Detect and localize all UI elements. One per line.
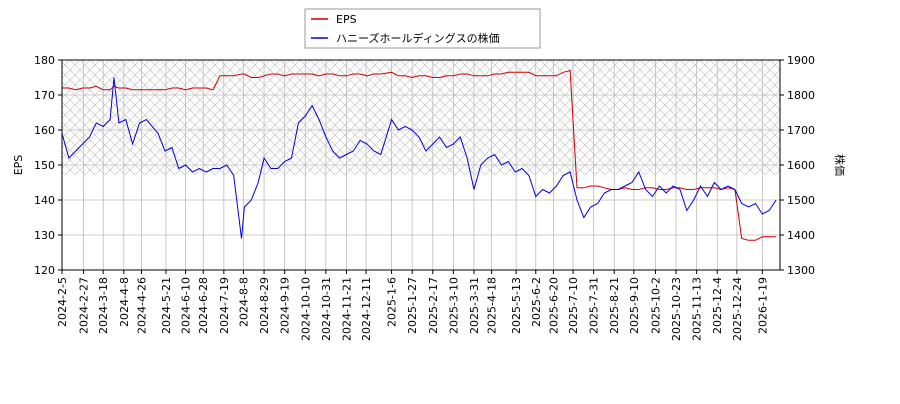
x-tick-label: 2025-8-21 — [608, 277, 621, 334]
y-tick-label: 170 — [34, 89, 55, 102]
x-tick-label: 2024-11-21 — [340, 277, 353, 341]
x-tick-label: 2025-10-23 — [670, 277, 683, 341]
x-tick-label: 2024-10-31 — [320, 277, 333, 341]
x-tick-label: 2026-1-19 — [756, 277, 769, 334]
y-tick-label: 140 — [34, 194, 55, 207]
x-tick-label: 2024-4-8 — [118, 277, 131, 327]
hatch-band — [62, 60, 780, 175]
x-tick-label: 2024-7-19 — [218, 277, 231, 334]
x-tick-label: 2025-7-10 — [567, 277, 580, 334]
y-tick-label: 120 — [34, 264, 55, 277]
y-tick-label: 130 — [34, 229, 55, 242]
y-axis-label: EPS — [12, 155, 25, 176]
x-tick-label: 2024-6-10 — [180, 277, 193, 334]
series-line — [61, 77, 777, 239]
y2-tick-label: 1900 — [787, 54, 815, 67]
x-tick-label: 2024-8-29 — [258, 277, 271, 334]
x-tick-label: 2025-6-20 — [547, 277, 560, 334]
x-tick-label: 2024-8-8 — [237, 277, 250, 327]
x-tick-label: 2024-2-5 — [56, 277, 69, 327]
x-tick-label: 2024-10-10 — [299, 277, 312, 341]
x-tick-label: 2025-10-2 — [649, 277, 662, 334]
x-tick-label: 2024-4-26 — [135, 277, 148, 334]
legend-label: ハニーズホールディングスの株価 — [336, 31, 500, 45]
y2-tick-label: 1500 — [787, 194, 815, 207]
legend-label: EPS — [336, 13, 357, 26]
x-tick-label: 2024-5-21 — [160, 277, 173, 334]
x-tick-label: 2025-3-10 — [447, 277, 460, 334]
x-tick-label: 2025-12-4 — [711, 277, 724, 334]
x-tick-label: 2024-9-19 — [279, 277, 292, 334]
x-tick-label: 2025-7-31 — [588, 277, 601, 334]
x-tick-label: 2025-3-31 — [468, 277, 481, 334]
x-tick-label: 2025-1-27 — [406, 277, 419, 334]
x-tick-label: 2025-4-18 — [486, 277, 499, 334]
y2-tick-label: 1600 — [787, 159, 815, 172]
x-tick-label: 2024-12-11 — [360, 277, 373, 341]
x-tick-label: 2024-2-27 — [78, 277, 91, 334]
y2-tick-label: 1400 — [787, 229, 815, 242]
legend — [304, 8, 541, 49]
x-tick-label: 2025-5-13 — [510, 277, 523, 334]
y-tick-label: 160 — [34, 124, 55, 137]
x-tick-label: 2025-2-17 — [427, 277, 440, 334]
x-tick-label: 2024-6-28 — [197, 277, 210, 334]
y2-tick-label: 1700 — [787, 124, 815, 137]
x-tick-label: 2025-12-24 — [731, 277, 744, 341]
y-tick-label: 150 — [34, 159, 55, 172]
y2-axis-label: 株価 — [833, 154, 847, 176]
y2-tick-label: 1800 — [787, 89, 815, 102]
y2-tick-label: 1300 — [787, 264, 815, 277]
x-tick-label: 2025-11-13 — [691, 277, 704, 341]
x-tick-label: 2025-9-10 — [628, 277, 641, 334]
x-tick-label: 2025-6-2 — [530, 277, 543, 327]
y-tick-label: 180 — [34, 54, 55, 67]
x-tick-label: 2025-1-6 — [386, 277, 399, 327]
x-tick-label: 2024-3-18 — [97, 277, 110, 334]
